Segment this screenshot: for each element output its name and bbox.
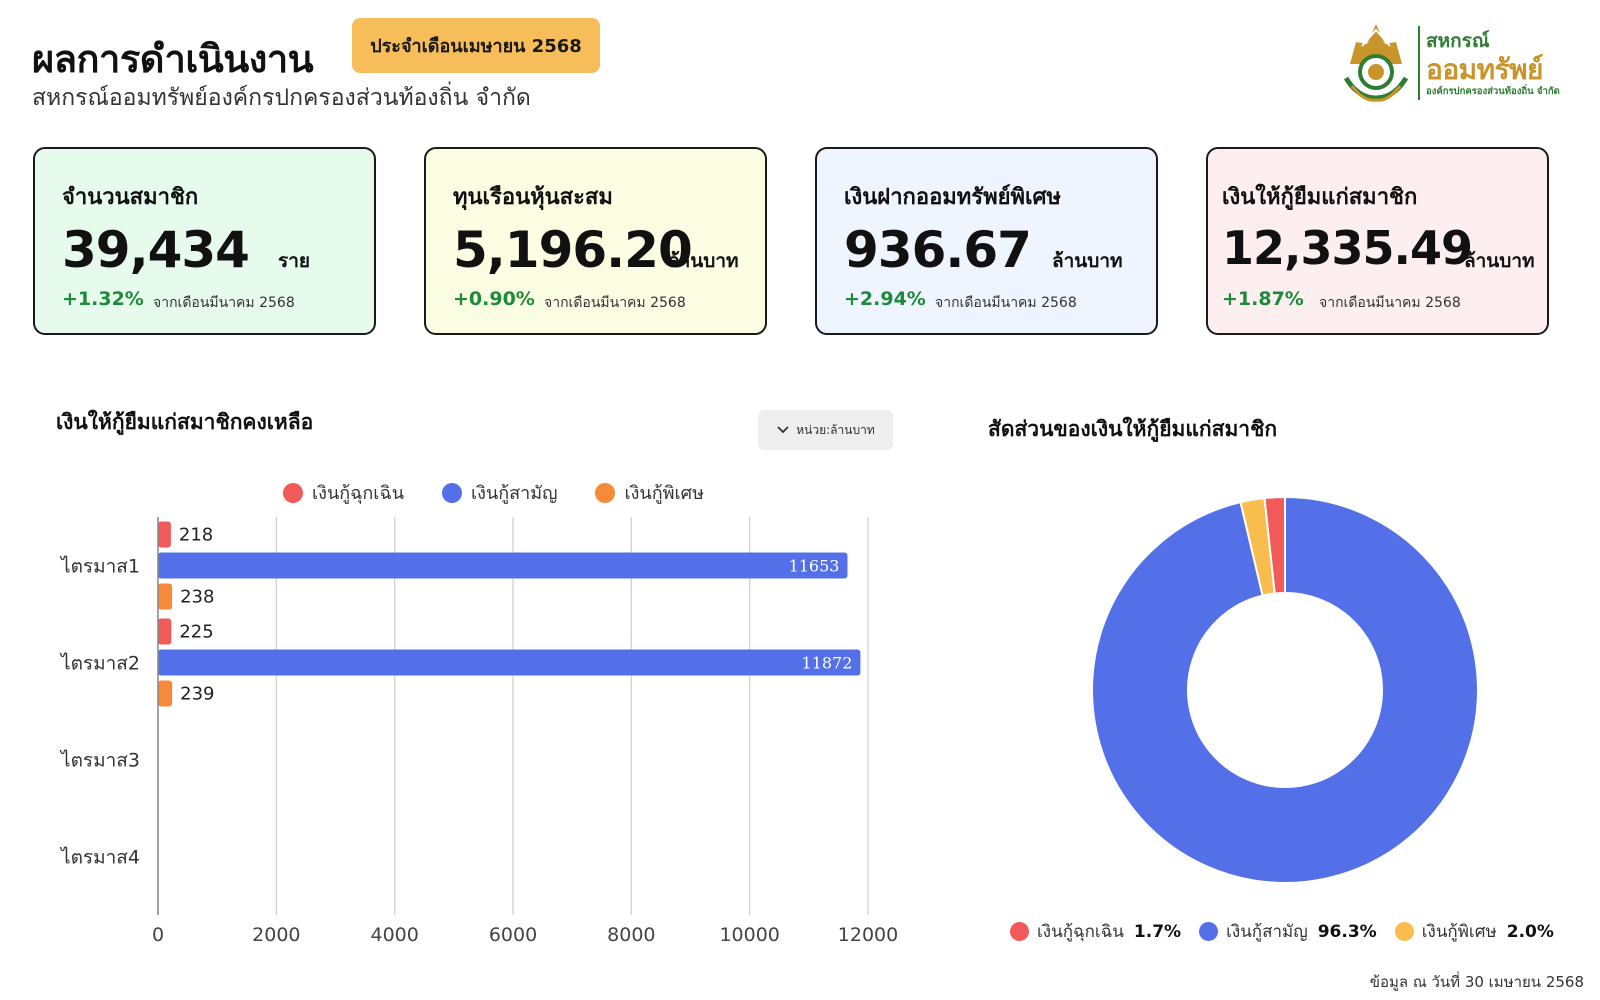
bar[interactable] — [158, 552, 848, 579]
donut-chart — [1091, 495, 1479, 884]
x-tick-label: 2000 — [252, 924, 300, 946]
card-change: +0.90% — [453, 288, 535, 310]
period-badge: ประจำเดือนเมษายน 2568 — [352, 18, 600, 73]
x-tick-label: 10000 — [719, 924, 779, 946]
y-category-label: ไตรมาส2 — [59, 653, 140, 675]
pie-chart-title: สัดส่วนของเงินให้กู้ยืมแก่สมาชิก — [988, 417, 1278, 441]
card-note: จากเดือนมีนาคม 2568 — [153, 295, 295, 311]
legend-dot — [595, 482, 616, 503]
x-tick-label: 4000 — [370, 924, 418, 946]
bar-legend: เงินกู้ฉุกเฉิน เงินกู้สามัญ เงินกู้พิเศษ — [283, 478, 742, 507]
bar-data-label: 239 — [180, 684, 214, 705]
y-category-label: ไตรมาส1 — [59, 556, 140, 578]
chevron-down-icon — [777, 426, 789, 434]
logo-line1: สหกรณ์ — [1426, 30, 1490, 52]
legend-dot — [1394, 922, 1414, 941]
y-category-label: ไตรมาส4 — [59, 847, 140, 869]
card-title: จำนวนสมาชิก — [62, 185, 199, 210]
donut-slice[interactable] — [1091, 495, 1479, 884]
legend-dot — [442, 482, 463, 503]
legend-item[interactable]: เงินกู้พิเศษ 2.0% — [1394, 918, 1554, 945]
legend-label: เงินกู้พิเศษ — [1421, 922, 1497, 942]
legend-label: เงินกู้สามัญ — [471, 483, 558, 504]
bar[interactable] — [158, 618, 172, 645]
card-unit: ราย — [278, 250, 311, 272]
legend-percent: 96.3% — [1317, 921, 1377, 942]
legend-dot — [1010, 922, 1029, 941]
bar[interactable] — [158, 649, 861, 676]
logo-divider — [1418, 26, 1420, 100]
bar-data-label: 11872 — [802, 654, 853, 673]
card-value: 12,335.49 — [1222, 221, 1473, 275]
card-member-loans: เงินให้กู้ยืมแก่สมาชิก 12,335.49 ล้านบาท… — [1206, 147, 1549, 335]
card-change: +2.94% — [844, 288, 926, 310]
card-change: +1.87% — [1222, 288, 1304, 310]
legend-item[interactable]: เงินกู้พิเศษ — [595, 478, 704, 507]
legend-item[interactable]: เงินกู้ฉุกเฉิน 1.7% — [1010, 918, 1181, 945]
bar[interactable] — [158, 583, 173, 610]
card-value: 5,196.20 — [453, 221, 693, 279]
data-as-of-note: ข้อมูล ณ วันที่ 30 เมษายน 2568 — [1369, 973, 1584, 991]
page-title: ผลการดำเนินงาน — [32, 37, 314, 81]
bar-data-label: 218 — [179, 525, 213, 546]
card-unit: ล้านบาท — [668, 250, 739, 272]
bar-data-label: 238 — [180, 587, 214, 608]
donut-slice[interactable] — [1239, 496, 1276, 597]
legend-item[interactable]: เงินกู้สามัญ — [442, 478, 557, 507]
x-tick-label: 8000 — [607, 924, 655, 946]
legend-item[interactable]: เงินกู้ฉุกเฉิน — [283, 478, 404, 507]
legend-label: เงินกู้ฉุกเฉิน — [1037, 922, 1124, 942]
card-note: จากเดือนมีนาคม 2568 — [1319, 295, 1461, 311]
bar-data-label: 11653 — [789, 557, 840, 576]
page-subtitle: สหกรณ์ออมทรัพย์องค์กรปกครองส่วนท้องถิ่น … — [32, 85, 531, 111]
card-members: จำนวนสมาชิก 39,434 ราย +1.32% จากเดือนมี… — [33, 147, 376, 335]
legend-dot — [283, 482, 303, 503]
card-note: จากเดือนมีนาคม 2568 — [544, 295, 686, 311]
x-tick-label: 0 — [152, 924, 164, 946]
card-unit: ล้านบาท — [1464, 250, 1535, 272]
legend-label: เงินกู้สามัญ — [1226, 922, 1308, 942]
bar-chart-title: เงินให้กู้ยืมแก่สมาชิกคงเหลือ — [56, 410, 314, 434]
logo-line2: ออมทรัพย์ — [1426, 53, 1543, 86]
bar[interactable] — [158, 521, 171, 548]
logo-line3: องค์กรปกครองส่วนท้องถิ่น จำกัด — [1426, 86, 1560, 97]
bar-chart: 0 2000 4000 6000 8000 10000 12000 ไตรมาส1 218 116… — [59, 517, 898, 946]
card-title: เงินให้กู้ยืมแก่สมาชิก — [1222, 185, 1418, 210]
card-value: 39,434 — [62, 221, 250, 279]
bar[interactable] — [158, 680, 173, 707]
card-special-savings: เงินฝากออมทรัพย์พิเศษ 936.67 ล้านบาท +2.… — [815, 147, 1158, 335]
pie-legend: เงินกู้ฉุกเฉิน 1.7% เงินกู้สามัญ 96.3% เ… — [1010, 918, 1572, 945]
card-unit: ล้านบาท — [1052, 250, 1123, 272]
unit-dropdown[interactable]: หน่วย:ล้านบาท — [758, 410, 893, 450]
emblem-icon — [1343, 24, 1409, 102]
card-change: +1.32% — [62, 288, 144, 310]
legend-dot — [1199, 922, 1219, 941]
legend-percent: 1.7% — [1133, 921, 1182, 942]
card-title: เงินฝากออมทรัพย์พิเศษ — [844, 185, 1061, 210]
card-share-capital: ทุนเรือนหุ้นสะสม 5,196.20 ล้านบาท +0.90%… — [424, 147, 767, 335]
card-value: 936.67 — [844, 221, 1032, 279]
legend-item[interactable]: เงินกู้สามัญ 96.3% — [1199, 918, 1377, 945]
legend-percent: 2.0% — [1506, 921, 1554, 942]
logo: สหกรณ์ ออมทรัพย์ องค์กรปกครองส่วนท้องถิ่… — [1338, 22, 1570, 108]
y-category-label: ไตรมาส3 — [59, 750, 140, 772]
bar-data-label: 225 — [179, 622, 213, 643]
x-tick-label: 12000 — [838, 924, 898, 946]
legend-label: เงินกู้ฉุกเฉิน — [312, 483, 405, 504]
unit-label: หน่วย:ล้านบาท — [796, 422, 875, 437]
x-tick-label: 6000 — [489, 924, 537, 946]
legend-label: เงินกู้พิเศษ — [624, 483, 704, 504]
card-note: จากเดือนมีนาคม 2568 — [935, 295, 1077, 311]
card-title: ทุนเรือนหุ้นสะสม — [453, 185, 613, 210]
